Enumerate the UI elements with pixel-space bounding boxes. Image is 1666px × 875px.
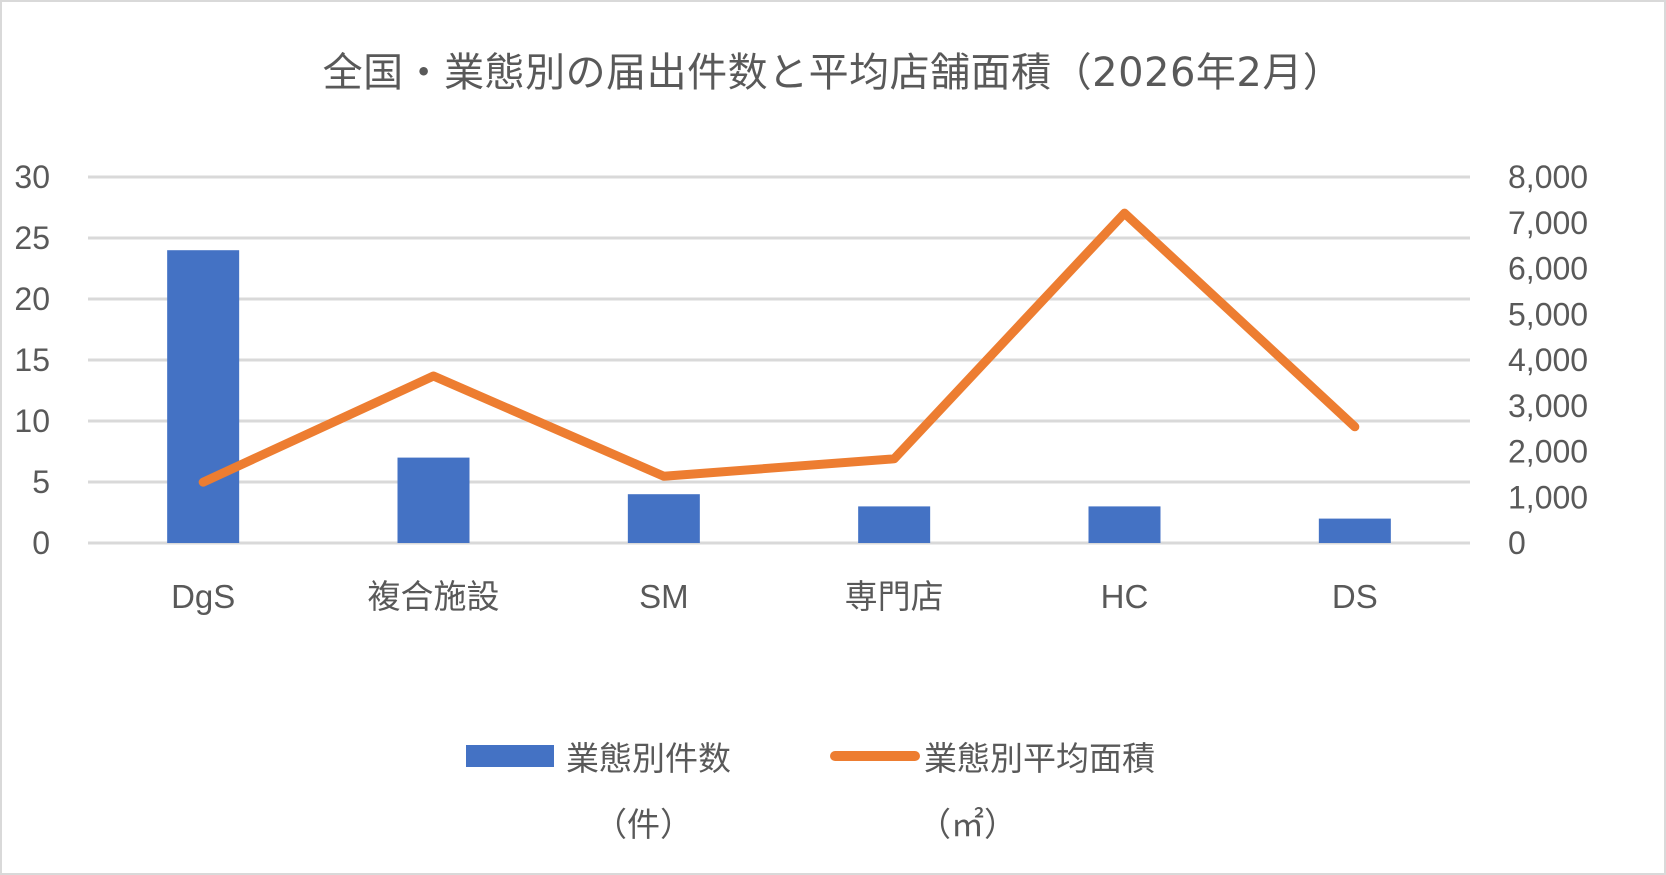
category-label: 専門店 [845, 578, 944, 615]
right-axis: 0 1,000 2,000 3,000 4,000 5,000 6,000 7,000 8,00… [1508, 159, 1588, 561]
left-axis-tick: 25 [14, 220, 50, 256]
left-axis: 0 5 10 15 20 25 30 [14, 159, 50, 561]
right-axis-tick: 4,000 [1508, 342, 1588, 378]
category-label: DS [1332, 578, 1378, 615]
category-label: 複合施設 [368, 578, 500, 615]
legend-bar-unit: （件） [594, 805, 693, 844]
left-axis-tick: 15 [14, 342, 50, 378]
right-axis-tick: 8,000 [1508, 159, 1588, 195]
legend-item-count: 業態別件数 （件） [466, 732, 731, 846]
left-axis-tick: 0 [32, 525, 50, 561]
bar-DgS [167, 250, 240, 543]
legend-line-swatch-icon [830, 751, 920, 761]
bar-複合施設 [397, 457, 470, 543]
legend-line-label: 業態別平均面積 [924, 739, 1155, 778]
category-label: SM [639, 578, 689, 615]
bar-HC [1088, 506, 1161, 543]
right-axis-tick: 0 [1508, 525, 1526, 561]
legend-bar-swatch-icon [466, 745, 554, 767]
category-axis: DgS 複合施設 SM 専門店 HC DS [171, 578, 1378, 615]
right-axis-tick: 3,000 [1508, 388, 1588, 424]
left-axis-tick: 5 [32, 464, 50, 500]
right-axis-tick: 5,000 [1508, 296, 1588, 332]
legend-item-area: 業態別平均面積 （㎡） [830, 732, 1155, 846]
legend: 業態別件数 （件） 業態別平均面積 （㎡） [0, 732, 1666, 852]
bar-SM [627, 494, 700, 543]
legend-line-unit: （㎡） [918, 805, 1017, 844]
right-axis-tick: 1,000 [1508, 479, 1588, 515]
gridlines [88, 175, 1470, 545]
category-label: HC [1101, 578, 1149, 615]
left-axis-tick: 30 [14, 159, 50, 195]
left-axis-tick: 20 [14, 281, 50, 317]
line-series [198, 208, 1360, 487]
category-label: DgS [171, 578, 235, 615]
bar-専門店 [858, 506, 931, 543]
left-axis-tick: 10 [14, 403, 50, 439]
legend-bar-label: 業態別件数 [566, 739, 731, 778]
area-line [198, 208, 1360, 487]
right-axis-tick: 7,000 [1508, 205, 1588, 241]
chart-title: 全国・業態別の届出件数と平均店舗面積（2026年2月） [322, 50, 1344, 96]
bar-DS [1318, 518, 1391, 543]
bar-series [167, 250, 1391, 543]
right-axis-tick: 6,000 [1508, 251, 1588, 287]
right-axis-tick: 2,000 [1508, 434, 1588, 470]
